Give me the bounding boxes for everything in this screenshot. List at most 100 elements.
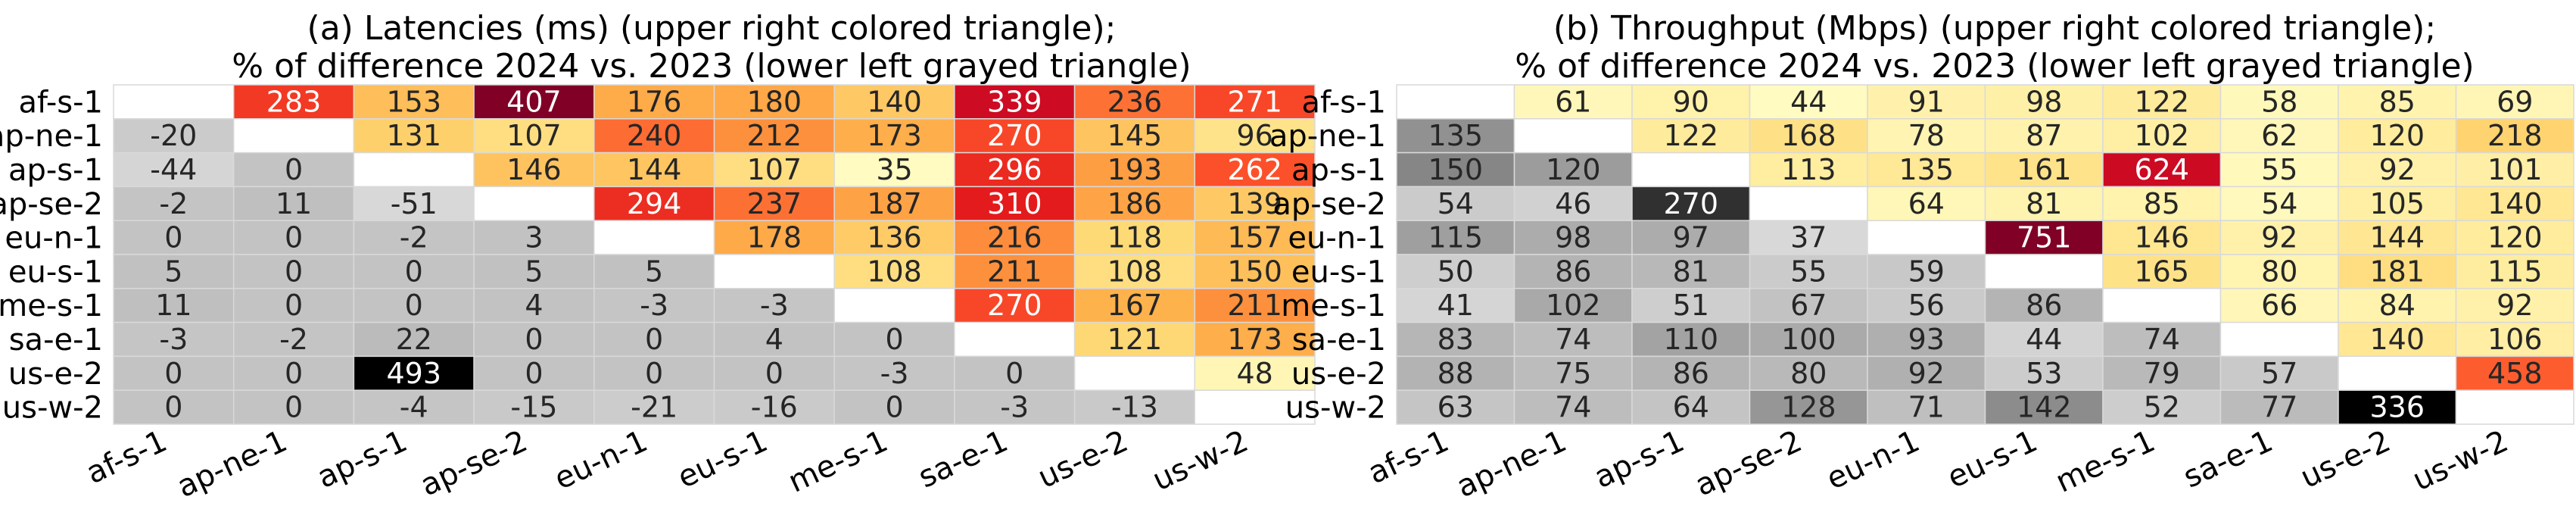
- throughput-title-line1: (b) Throughput (Mbps) (upper right color…: [1553, 9, 2436, 48]
- throughput-cell-us-e-2-us-w-2-label: 458: [2487, 357, 2543, 390]
- latency-cell-us-w-2-af-s-1-label: 0: [164, 391, 182, 424]
- latency-cell-eu-n-1-us-w-2: [1194, 220, 1316, 255]
- latency-cell-ap-ne-1-us-e-2-label: 145: [1107, 119, 1163, 152]
- latency-cell-eu-s-1-eu-n-1: [593, 254, 715, 289]
- throughput-cell-ap-s-1-af-s-1-label: 150: [1428, 153, 1483, 186]
- latency-cell-us-e-2-ap-ne-1-label: 0: [285, 357, 303, 390]
- throughput-cell-me-s-1-ap-se-2-label: 67: [1790, 289, 1827, 322]
- latency-cell-ap-s-1-ap-ne-1-label: 0: [285, 153, 303, 186]
- latency-y-tick-me-s-1: me-s-1: [0, 289, 103, 323]
- throughput-cell-eu-s-1-us-e-2-label: 181: [2369, 255, 2425, 288]
- throughput-cell-ap-ne-1-ap-se-2-label: 168: [1781, 119, 1836, 152]
- throughput-cell-us-w-2-eu-s-1-label: 142: [2017, 391, 2072, 424]
- throughput-x-tick-eu-s-1: eu-s-1: [1942, 423, 2043, 495]
- throughput-y-tick-us-w-2: us-w-2: [1285, 391, 1386, 426]
- throughput-cell-us-e-2-ap-se-2: [1749, 355, 1868, 391]
- latency-cell-ap-se-2-ap-se-2: [473, 186, 595, 221]
- throughput-cell-ap-ne-1-sa-e-1: [2219, 118, 2339, 154]
- latency-cell-eu-n-1-ap-s-1: [353, 220, 475, 255]
- latency-cell-ap-ne-1-ap-s-1-label: 131: [386, 119, 441, 152]
- throughput-cell-ap-ne-1-ap-ne-1: [1513, 118, 1633, 154]
- throughput-cell-us-w-2-af-s-1-label: 63: [1438, 391, 1474, 424]
- throughput-cell-ap-s-1-eu-n-1: [1867, 151, 1986, 188]
- throughput-cell-eu-n-1-ap-se-2-label: 37: [1790, 221, 1827, 255]
- throughput-cell-ap-se-2-ap-s-1: [1631, 186, 1751, 221]
- throughput-cell-af-s-1-eu-s-1: [1984, 84, 2104, 120]
- throughput-cell-eu-n-1-af-s-1-label: 115: [1428, 221, 1483, 255]
- throughput-cell-eu-s-1-me-s-1-label: 165: [2134, 255, 2189, 288]
- latency-cell-us-w-2-ap-s-1-label: -4: [400, 391, 428, 424]
- throughput-cell-us-w-2-eu-n-1-label: 71: [1908, 391, 1945, 424]
- latency-x-tick-labels: af-s-1 ap-ne-1 ap-s-1 ap-se-2 eu-n-1 eu-s-1 me…: [81, 423, 1254, 504]
- throughput-cell-us-w-2-us-e-2-label: 336: [2369, 391, 2425, 424]
- latency-cell-us-w-2-sa-e-1-label: -3: [1000, 391, 1029, 424]
- throughput-cell-af-s-1-af-s-1: [1396, 84, 1515, 120]
- latency-cell-eu-n-1-ap-se-2-label: 3: [525, 221, 543, 255]
- latency-title-line2: % of difference 2024 vs. 2023 (lower lef…: [232, 47, 1191, 86]
- latency-cell-ap-ne-1-ap-se-2-label: 107: [506, 119, 562, 152]
- throughput-cell-us-w-2-ap-se-2: [1749, 389, 1868, 425]
- throughput-cell-eu-n-1-af-s-1: [1396, 220, 1515, 255]
- latency-x-tick-ap-ne-1: ap-ne-1: [172, 423, 292, 504]
- latency-cell-af-s-1-us-w-2-label: 271: [1227, 85, 1282, 118]
- latency-cell-me-s-1-eu-n-1: [593, 288, 715, 323]
- latency-cell-us-w-2-eu-n-1: [593, 389, 715, 425]
- latency-cell-me-s-1-sa-e-1-label: 270: [987, 289, 1042, 322]
- throughput-cell-af-s-1-sa-e-1-label: 58: [2261, 85, 2297, 118]
- latency-cell-us-e-2-us-w-2: [1194, 355, 1316, 391]
- latency-cell-me-s-1-eu-n-1-label: -3: [640, 289, 668, 322]
- latency-cell-us-w-2-sa-e-1: [954, 389, 1076, 425]
- latency-cell-ap-s-1-us-e-2-label: 193: [1107, 153, 1163, 186]
- throughput-cell-us-e-2-af-s-1-label: 88: [1438, 357, 1474, 390]
- throughput-cell-ap-s-1-eu-n-1-label: 135: [1899, 153, 1954, 186]
- latency-cell-us-e-2-ap-s-1-label: 493: [386, 357, 441, 390]
- throughput-cell-eu-s-1-us-w-2-label: 115: [2487, 255, 2543, 288]
- throughput-cell-us-e-2-me-s-1: [2102, 355, 2222, 391]
- latency-cell-me-s-1-af-s-1: [113, 288, 235, 323]
- latency-cell-ap-s-1-us-w-2-label: 262: [1227, 153, 1282, 186]
- latency-cell-me-s-1-eu-s-1-label: -3: [760, 289, 789, 322]
- throughput-cell-me-s-1-eu-s-1: [1984, 288, 2104, 323]
- latency-cell-eu-n-1-af-s-1-label: 0: [164, 221, 182, 255]
- latency-cell-eu-n-1-eu-n-1: [593, 220, 715, 255]
- throughput-cell-eu-n-1-ap-ne-1-label: 98: [1555, 221, 1591, 255]
- latency-cell-ap-ne-1-ap-ne-1: [232, 118, 355, 154]
- latency-cell-ap-ne-1-af-s-1-label: -20: [150, 119, 197, 152]
- latency-x-tick-af-s-1: af-s-1: [81, 423, 173, 491]
- throughput-y-tick-eu-n-1: eu-n-1: [1288, 221, 1386, 256]
- throughput-x-tick-af-s-1: af-s-1: [1363, 423, 1454, 491]
- throughput-cell-ap-se-2-ap-ne-1-label: 46: [1555, 187, 1591, 220]
- latency-cell-ap-se-2-ap-ne-1: [232, 186, 355, 221]
- throughput-y-tick-labels: af-s-1ap-ne-1ap-s-1ap-se-2eu-n-1eu-s-1me…: [1269, 85, 1386, 425]
- throughput-cell-us-w-2-ap-ne-1: [1513, 389, 1633, 425]
- throughput-x-tick-sa-e-1: sa-e-1: [2178, 423, 2278, 495]
- throughput-cell-sa-e-1-eu-s-1-label: 44: [2026, 323, 2062, 356]
- latency-x-tick-me-s-1: me-s-1: [783, 423, 893, 499]
- throughput-cell-sa-e-1-sa-e-1: [2219, 321, 2339, 358]
- latency-cell-ap-ne-1-sa-e-1: [954, 118, 1076, 154]
- latency-cell-ap-ne-1-me-s-1-label: 173: [867, 119, 922, 152]
- throughput-cell-sa-e-1-me-s-1-label: 74: [2144, 323, 2180, 356]
- throughput-x-tick-ap-s-1: ap-s-1: [1589, 423, 1690, 495]
- throughput-cell-ap-ne-1-sa-e-1-label: 62: [2261, 119, 2297, 152]
- latency-cell-us-e-2-us-w-2-label: 48: [1236, 357, 1272, 390]
- latency-cell-ap-ne-1-us-w-2-label: 96: [1236, 119, 1272, 152]
- throughput-x-tick-me-s-1: me-s-1: [2051, 423, 2160, 499]
- latency-cell-ap-s-1-us-w-2: [1194, 151, 1316, 188]
- throughput-cell-ap-se-2-us-w-2: [2455, 186, 2574, 221]
- latency-cell-me-s-1-ap-ne-1-label: 0: [285, 289, 303, 322]
- latency-cell-sa-e-1-ap-ne-1: [232, 321, 355, 358]
- throughput-cell-eu-s-1-ap-s-1-label: 81: [1673, 255, 1709, 288]
- latency-cell-ap-s-1-af-s-1-label: -44: [150, 153, 197, 186]
- latency-cell-us-e-2-sa-e-1: [954, 355, 1076, 391]
- throughput-cell-af-s-1-ap-ne-1-label: 61: [1555, 85, 1591, 118]
- latency-y-tick-labels: af-s-1ap-ne-1ap-s-1ap-se-2eu-n-1eu-s-1me…: [0, 85, 103, 425]
- latency-cell-ap-s-1-eu-n-1: [593, 151, 715, 188]
- throughput-cell-ap-se-2-us-e-2-label: 105: [2369, 187, 2425, 220]
- latency-cell-eu-s-1-eu-s-1: [713, 254, 835, 289]
- latency-cell-af-s-1-me-s-1-label: 140: [867, 85, 922, 118]
- latency-cell-us-e-2-af-s-1-label: 0: [164, 357, 182, 390]
- throughput-cell-us-w-2-us-w-2: [2455, 389, 2574, 425]
- throughput-cell-eu-n-1-me-s-1: [2102, 220, 2222, 255]
- throughput-cell-me-s-1-us-e-2: [2338, 288, 2457, 323]
